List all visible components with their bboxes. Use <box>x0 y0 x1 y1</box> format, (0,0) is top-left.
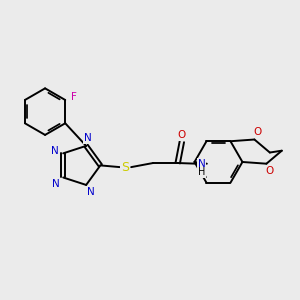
Text: O: O <box>265 166 273 176</box>
Text: F: F <box>71 92 77 102</box>
Text: S: S <box>121 160 129 174</box>
Text: O: O <box>253 127 261 137</box>
Text: N: N <box>51 146 58 156</box>
Text: N: N <box>87 187 95 197</box>
Text: N: N <box>198 159 206 169</box>
Text: N: N <box>84 133 92 143</box>
Text: N: N <box>52 178 59 189</box>
Text: H: H <box>198 167 206 177</box>
Text: O: O <box>178 130 186 140</box>
